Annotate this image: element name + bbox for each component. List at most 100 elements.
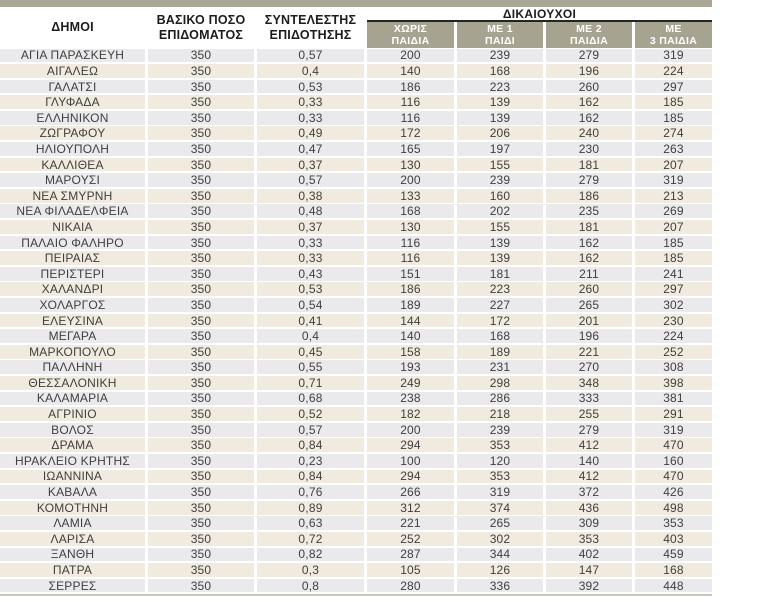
cell-basic-amount: 350 bbox=[148, 173, 254, 188]
col-header-two-children-line1: ΜΕ 2 bbox=[576, 22, 602, 35]
cell-basic-amount: 350 bbox=[148, 563, 254, 577]
col-header-basic-amount-line1: ΒΑΣΙΚΟ ΠΟΣΟ bbox=[156, 12, 246, 27]
cell-three-children: 398 bbox=[635, 375, 712, 390]
cell-one-child: 172 bbox=[457, 313, 543, 328]
table-row: ΠΕΙΡΑΙΑΣ 350 0,33 116 139 162 185 bbox=[0, 251, 712, 266]
cell-two-children: 181 bbox=[546, 157, 632, 172]
cell-one-child: 160 bbox=[457, 188, 543, 203]
cell-coefficient: 0,55 bbox=[257, 360, 364, 375]
cell-coefficient: 0,45 bbox=[257, 344, 364, 359]
cell-two-children: 270 bbox=[546, 360, 632, 375]
cell-coefficient: 0,57 bbox=[257, 48, 364, 63]
cell-two-children: 211 bbox=[546, 266, 632, 281]
cell-municipality: ΧΟΛΑΡΓΟΣ bbox=[0, 298, 145, 312]
cell-municipality: ΣΕΡΡΕΣ bbox=[0, 578, 145, 593]
cell-municipality: ΚΑΛΛΙΘΕΑ bbox=[0, 157, 145, 172]
cell-two-children: 240 bbox=[546, 126, 632, 141]
cell-municipality: ΚΑΒΑΛΑ bbox=[0, 485, 145, 499]
cell-municipality: ΝΙΚΑΙΑ bbox=[0, 220, 145, 234]
cell-no-children: 100 bbox=[367, 453, 454, 468]
cell-one-child: 302 bbox=[457, 531, 543, 546]
table-row: ΗΡΑΚΛΕΙΟ ΚΡΗΤΗΣ 350 0,23 100 120 140 160 bbox=[0, 453, 712, 468]
cell-one-child: 139 bbox=[457, 95, 543, 110]
cell-coefficient: 0,23 bbox=[257, 453, 364, 468]
cell-no-children: 165 bbox=[367, 142, 454, 156]
cell-no-children: 144 bbox=[367, 313, 454, 328]
table-row: ΧΟΛΑΡΓΟΣ 350 0,54 189 227 265 302 bbox=[0, 298, 712, 312]
cell-no-children: 238 bbox=[367, 391, 454, 406]
table-row: ΔΡΑΜΑ 350 0,84 294 353 412 470 bbox=[0, 438, 712, 453]
cell-two-children: 348 bbox=[546, 375, 632, 390]
cell-basic-amount: 350 bbox=[148, 313, 254, 328]
cell-one-child: 265 bbox=[457, 516, 543, 531]
cell-basic-amount: 350 bbox=[148, 516, 254, 531]
cell-two-children: 181 bbox=[546, 220, 632, 234]
cell-basic-amount: 350 bbox=[148, 531, 254, 546]
cell-no-children: 133 bbox=[367, 188, 454, 203]
cell-three-children: 274 bbox=[635, 126, 712, 141]
table-row: ΠΑΛΛΗΝΗ 350 0,55 193 231 270 308 bbox=[0, 360, 712, 375]
cell-no-children: 116 bbox=[367, 235, 454, 250]
cell-municipality: ΜΑΡΚΟΠΟΥΛΟ bbox=[0, 344, 145, 359]
table-row: ΝΕΑ ΦΙΛΑΔΕΛΦΕΙΑ 350 0,48 168 202 235 269 bbox=[0, 204, 712, 219]
cell-coefficient: 0,43 bbox=[257, 266, 364, 281]
cell-coefficient: 0,72 bbox=[257, 531, 364, 546]
cell-basic-amount: 350 bbox=[148, 157, 254, 172]
cell-no-children: 193 bbox=[367, 360, 454, 375]
cell-three-children: 459 bbox=[635, 547, 712, 562]
cell-coefficient: 0,33 bbox=[257, 251, 364, 266]
col-header-three-children-line1: ΜΕ bbox=[665, 22, 682, 35]
cell-three-children: 185 bbox=[635, 110, 712, 125]
table-bottom-rule bbox=[0, 593, 712, 596]
cell-basic-amount: 350 bbox=[148, 360, 254, 375]
cell-two-children: 372 bbox=[546, 485, 632, 499]
cell-no-children: 130 bbox=[367, 157, 454, 172]
cell-two-children: 279 bbox=[546, 422, 632, 437]
cell-two-children: 412 bbox=[546, 438, 632, 453]
col-header-no-children: ΧΩΡΙΣ ΠΑΙΔΙΑ bbox=[367, 22, 454, 48]
table-row: ΠΕΡΙΣΤΕΡΙ 350 0,43 151 181 211 241 bbox=[0, 266, 712, 281]
cell-two-children: 140 bbox=[546, 453, 632, 468]
beneficiaries-sub-headers: ΧΩΡΙΣ ΠΑΙΔΙΑ ΜΕ 1 ΠΑΙΔΙ ΜΕ 2 ΠΑΙΔΙΑ ΜΕ 3… bbox=[367, 22, 712, 48]
cell-municipality: ΓΑΛΑΤΣΙ bbox=[0, 79, 145, 94]
table-row: ΞΑΝΘΗ 350 0,82 287 344 402 459 bbox=[0, 547, 712, 562]
cell-three-children: 207 bbox=[635, 157, 712, 172]
col-header-one-child-line1: ΜΕ 1 bbox=[487, 22, 513, 35]
cell-municipality: ΖΩΓΡΑΦΟΥ bbox=[0, 126, 145, 141]
cell-municipality: ΠΑΛΑΙΟ ΦΑΛΗΡΟ bbox=[0, 235, 145, 250]
cell-basic-amount: 350 bbox=[148, 48, 254, 63]
table-row: ΑΓΡΙΝΙΟ 350 0,52 182 218 255 291 bbox=[0, 407, 712, 421]
cell-coefficient: 0,76 bbox=[257, 485, 364, 499]
benefits-table: ΔΗΜΟΙ ΒΑΣΙΚΟ ΠΟΣΟ ΕΠΙΔΟΜΑΤΟΣ ΣΥΝΤΕΛΕΣΤΗΣ… bbox=[0, 0, 712, 596]
cell-two-children: 279 bbox=[546, 48, 632, 63]
col-header-basic-amount-line2: ΕΠΙΔΟΜΑΤΟΣ bbox=[158, 27, 244, 42]
cell-basic-amount: 350 bbox=[148, 438, 254, 453]
table-row: ΚΟΜΟΤΗΝΗ 350 0,89 312 374 436 498 bbox=[0, 500, 712, 515]
cell-coefficient: 0,4 bbox=[257, 64, 364, 78]
cell-three-children: 308 bbox=[635, 360, 712, 375]
cell-no-children: 200 bbox=[367, 173, 454, 188]
cell-municipality: ΕΛΛΗΝΙΚΟΝ bbox=[0, 110, 145, 125]
cell-basic-amount: 350 bbox=[148, 220, 254, 234]
table-row: ΚΑΛΛΙΘΕΑ 350 0,37 130 155 181 207 bbox=[0, 157, 712, 172]
cell-two-children: 147 bbox=[546, 563, 632, 577]
cell-two-children: 255 bbox=[546, 407, 632, 421]
cell-no-children: 116 bbox=[367, 110, 454, 125]
cell-municipality: ΜΕΓΑΡΑ bbox=[0, 329, 145, 343]
cell-two-children: 279 bbox=[546, 173, 632, 188]
cell-no-children: 294 bbox=[367, 438, 454, 453]
cell-municipality: ΝΕΑ ΣΜΥΡΝΗ bbox=[0, 188, 145, 203]
cell-one-child: 374 bbox=[457, 500, 543, 515]
cell-one-child: 336 bbox=[457, 578, 543, 593]
cell-no-children: 158 bbox=[367, 344, 454, 359]
table-row: ΝΙΚΑΙΑ 350 0,37 130 155 181 207 bbox=[0, 220, 712, 234]
beneficiaries-group-header: ΔΙΚΑΙΟΥΧΟΙ ΧΩΡΙΣ ΠΑΙΔΙΑ ΜΕ 1 ΠΑΙΔΙ ΜΕ 2 … bbox=[367, 7, 712, 48]
cell-no-children: 287 bbox=[367, 547, 454, 562]
cell-one-child: 218 bbox=[457, 407, 543, 421]
cell-one-child: 239 bbox=[457, 173, 543, 188]
cell-municipality: ΙΩΑΝΝΙΝΑ bbox=[0, 469, 145, 484]
cell-coefficient: 0,84 bbox=[257, 438, 364, 453]
cell-two-children: 201 bbox=[546, 313, 632, 328]
cell-three-children: 168 bbox=[635, 563, 712, 577]
cell-one-child: 239 bbox=[457, 422, 543, 437]
